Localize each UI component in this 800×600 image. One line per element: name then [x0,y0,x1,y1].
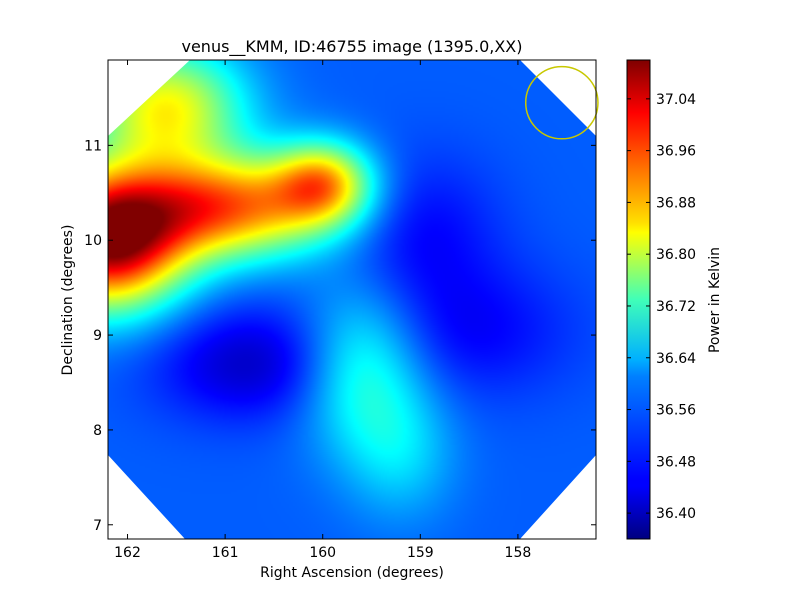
y-tick-label: 8 [93,423,102,439]
y-tick-label: 11 [84,138,102,154]
y-tick-label: 10 [84,233,102,249]
colorbar-tick-label: 36.96 [656,144,696,160]
x-tick-label: 160 [309,545,336,561]
x-tick-label: 162 [114,545,141,561]
y-tick-label: 9 [93,328,102,344]
colorbar-label: Power in Kelvin [707,247,723,353]
plot-frame [107,59,597,540]
colorbar-tick-label: 36.88 [656,195,696,211]
x-tick-label: 158 [505,545,532,561]
x-axis-ticks: 162 161 160 159 158 [114,60,531,561]
heatmap-image-group [108,60,596,539]
beam-circle [524,65,599,140]
colorbar-tick-label: 36.72 [656,299,696,315]
x-tick-label: 159 [407,545,434,561]
colorbar-tick-label: 36.56 [656,403,696,419]
y-axis-ticks: 7 8 9 10 11 [84,138,596,534]
colorbar-tick-label: 37.04 [656,92,696,108]
colorbar-tick-label: 36.48 [656,454,696,470]
heatmap-image [108,60,596,539]
colorbar-ticks: 36.40 36.48 36.56 36.64 36.72 36.80 36.88 36.96… [627,92,696,522]
x-axis-label: Right Ascension (degrees) [260,565,444,581]
y-tick-label: 7 [93,518,102,534]
x-tick-label: 161 [212,545,239,561]
colorbar-tick-label: 36.64 [656,351,696,367]
colorbar-tick-label: 36.80 [656,247,696,263]
chart-title: venus__KMM, ID:46755 image (1395.0,XX) [181,37,522,57]
colorbar [626,59,651,540]
colorbar-tick-label: 36.40 [656,506,696,522]
y-axis-label: Declination (degrees) [60,225,76,376]
